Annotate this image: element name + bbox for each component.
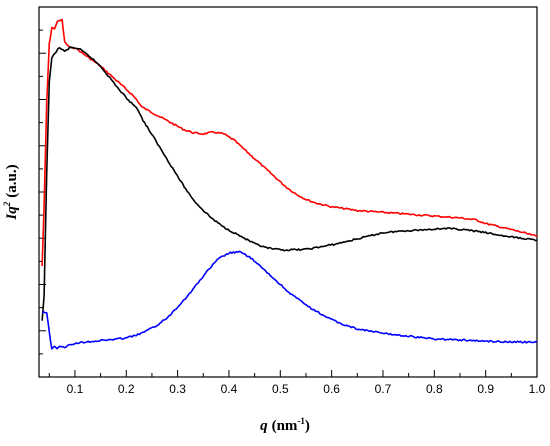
x-tick-label: 0.9 xyxy=(477,382,494,396)
x-tick-label: 0.6 xyxy=(323,382,340,396)
series-line xyxy=(41,18,538,267)
x-axis-title: q (nm-1) xyxy=(260,416,310,434)
series-line xyxy=(41,250,538,350)
y-axis-title: Iq2(a.u.) xyxy=(2,164,20,220)
x-tick-label: 1.0 xyxy=(529,382,546,396)
x-tick-label: 0.2 xyxy=(118,382,135,396)
plot-frame xyxy=(38,6,538,378)
series-layer xyxy=(41,18,538,350)
x-axis-ticks: 0.1 0.2 0.3 0.4 0.5 0.6 0.7 0.8 0.9 1.0 xyxy=(48,370,546,396)
x-tick-label: 0.4 xyxy=(221,382,238,396)
x-tick-label: 0.5 xyxy=(272,382,289,396)
x-tick-label: 0.3 xyxy=(169,382,186,396)
series-line xyxy=(41,46,538,321)
x-tick-label: 0.1 xyxy=(67,382,84,396)
x-tick-label: 0.8 xyxy=(426,382,443,396)
x-tick-label: 0.7 xyxy=(375,382,392,396)
